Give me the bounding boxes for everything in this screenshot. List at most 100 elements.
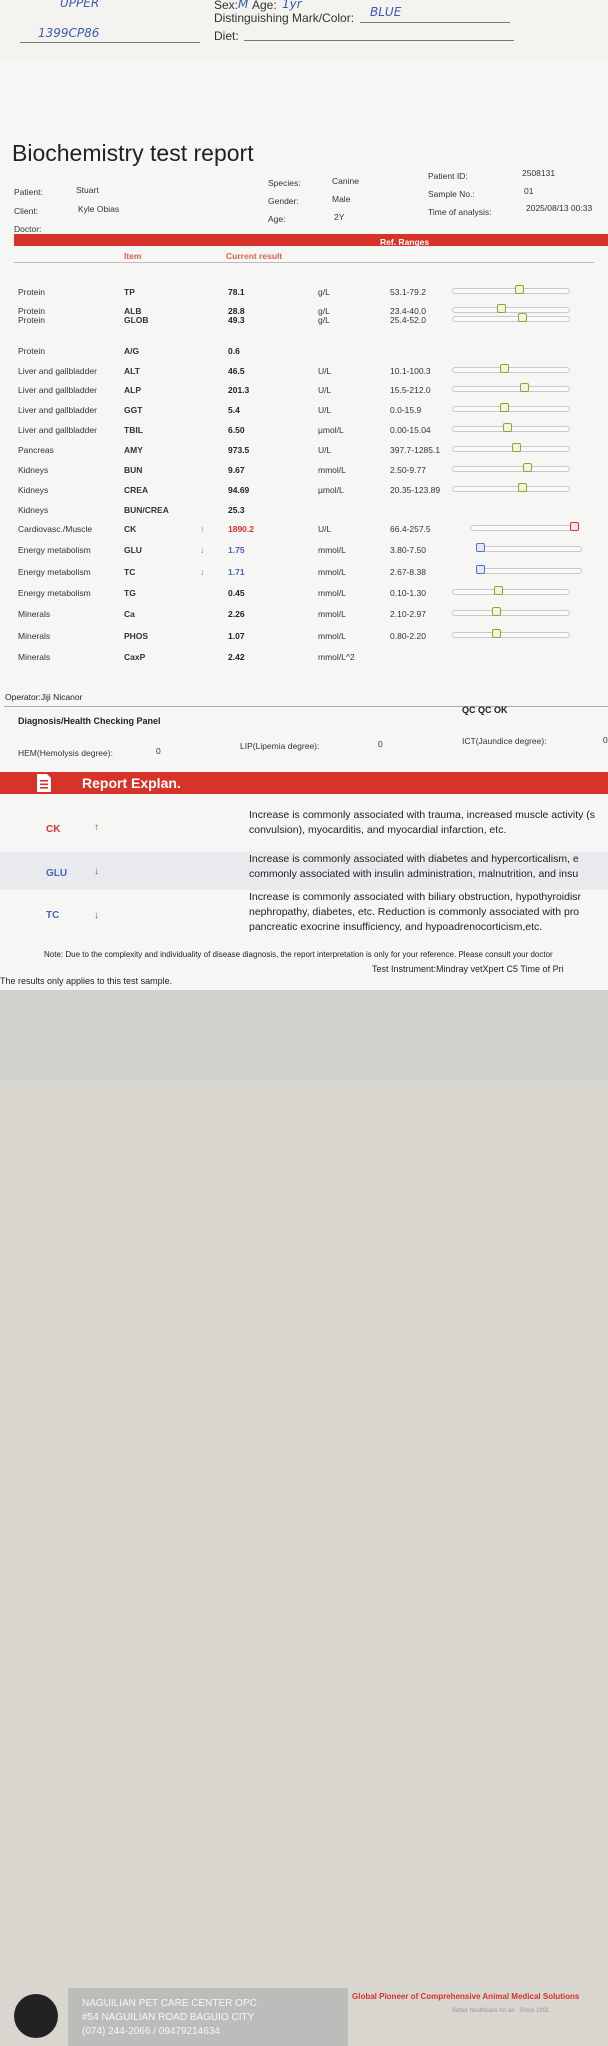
unit-cell: mmol/L^2 — [318, 652, 355, 662]
range-marker — [517, 483, 527, 492]
explanation-row: GLU ↓ Increase is commonly associated with… — [0, 852, 608, 894]
age-label: Age: — [252, 0, 277, 12]
range-indicator — [452, 383, 570, 392]
category-cell: Protein — [18, 287, 45, 297]
disclaimer-note: Note: Due to the complexity and individu… — [44, 950, 553, 959]
flag-arrow: ↑ — [200, 524, 205, 534]
clinic-phone: (074) 244-2066 / 09479214634 — [82, 2026, 220, 2037]
result-cell: 2.26 — [228, 609, 245, 619]
item-cell: ALT — [124, 366, 140, 376]
result-cell: 1.71 — [228, 567, 245, 577]
range-marker — [492, 629, 502, 638]
table-row: Minerals Ca 2.26 mmol/L 2.10-2.97 — [0, 605, 608, 625]
range-cell: 2.67-8.38 — [390, 567, 426, 577]
unit-cell: µmol/L — [318, 425, 344, 435]
result-cell: 28.8 — [228, 306, 245, 316]
category-cell: Protein — [18, 315, 45, 325]
species-value: Canine — [332, 176, 359, 186]
client-value: Kyle Obias — [78, 204, 120, 214]
range-cell: 25.4-52.0 — [390, 315, 426, 325]
table-row: Pancreas AMY 973.5 U/L 397.7-1285.1 — [0, 441, 608, 461]
range-cell: 20.35-123.89 — [390, 485, 441, 495]
item-cell: TP — [124, 287, 135, 297]
category-cell: Liver and gallbladder — [18, 405, 97, 415]
document-icon — [37, 774, 51, 792]
table-row: Minerals CaxP 2.42 mmol/L^2 — [0, 648, 608, 668]
age-value: 2Y — [334, 212, 345, 222]
species-label: Species: — [268, 178, 301, 188]
result-cell: 46.5 — [228, 366, 245, 376]
unit-cell: g/L — [318, 315, 330, 325]
item-cell: ALB — [124, 306, 142, 316]
item-cell: BUN — [124, 465, 143, 475]
item-cell: ALP — [124, 385, 141, 395]
range-indicator — [452, 364, 570, 373]
category-cell: Minerals — [18, 631, 51, 641]
range-marker — [517, 313, 527, 322]
result-cell: 1.75 — [228, 545, 245, 555]
range-indicator — [452, 483, 570, 492]
item-cell: CaxP — [124, 652, 146, 662]
time-label: Time of analysis: — [428, 207, 492, 217]
range-cell: 0.0-15.9 — [390, 405, 422, 415]
unit-cell: mmol/L — [318, 545, 346, 555]
result-cell: 0.6 — [228, 346, 240, 356]
result-cell: 201.3 — [228, 385, 250, 395]
ict-value: 0 — [603, 735, 608, 745]
table-row: Energy metabolism TC ↓ 1.71 mmol/L 2.67-8.38 — [0, 563, 608, 583]
item-cell: TC — [124, 567, 136, 577]
unit-cell: U/L — [318, 524, 332, 534]
range-marker — [523, 463, 533, 472]
form-line — [244, 40, 514, 41]
instrument-info: Test Instrument:Mindray vetXpert C5 Time… — [372, 964, 564, 974]
category-cell: Liver and gallbladder — [18, 366, 97, 376]
range-indicator — [452, 423, 570, 432]
header-divider — [14, 262, 594, 263]
result-cell: 6.50 — [228, 425, 245, 435]
range-cell: 0.10-1.30 — [390, 588, 426, 598]
range-indicator — [452, 443, 570, 452]
intake-form-strip: UPPER 1399CP86 Sex: M Age: 1yr Distingui… — [0, 0, 608, 60]
sample-label: Sample No.: — [428, 189, 475, 199]
range-cell: 2.10-2.97 — [390, 609, 426, 619]
patient-value: Stuart — [76, 185, 99, 195]
result-cell: 5.4 — [228, 405, 240, 415]
explanation-text: pancreatic exocrine insufficiency, and h… — [249, 921, 543, 933]
lip-value: 0 — [378, 739, 383, 749]
range-cell: 397.7-1285.1 — [390, 445, 441, 455]
range-indicator — [452, 304, 570, 313]
item-cell: Ca — [124, 609, 135, 619]
time-value: 2025/08/13 00:33 — [526, 203, 593, 213]
table-row: Liver and gallbladder GGT 5.4 U/L 0.0-15.9 — [0, 401, 608, 421]
range-indicator — [470, 522, 579, 531]
category-cell: Energy metabolism — [18, 588, 91, 598]
result-cell: 2.42 — [228, 652, 245, 662]
gender-value: Male — [332, 194, 351, 204]
unit-cell: mmol/L — [318, 465, 346, 475]
range-indicator — [452, 607, 570, 616]
unit-cell: µmol/L — [318, 485, 344, 495]
category-cell: Kidneys — [18, 465, 49, 475]
patient-id-value: 2508131 — [522, 168, 556, 178]
result-cell: 973.5 — [228, 445, 250, 455]
unit-cell: g/L — [318, 306, 330, 316]
explanation-item-name: GLU — [46, 868, 68, 879]
table-row: Liver and gallbladder ALP 201.3 U/L 15.5-212… — [0, 381, 608, 401]
range-marker — [502, 423, 512, 432]
range-indicator — [452, 463, 570, 472]
range-cell: 3.80-7.50 — [390, 545, 426, 555]
range-marker — [570, 522, 579, 531]
result-cell: 94.69 — [228, 485, 250, 495]
table-row: Kidneys BUN 9.67 mmol/L 2.50-9.77 — [0, 461, 608, 481]
explanation-row: CK ↑ Increase is commonly associated with … — [0, 808, 608, 850]
item-cell: GLU — [124, 545, 142, 555]
item-header: Item — [124, 251, 142, 261]
range-indicator — [476, 543, 582, 552]
range-marker — [515, 285, 525, 294]
sex-value: M — [238, 0, 249, 11]
form-line — [20, 42, 200, 43]
explanation-arrow: ↓ — [94, 910, 99, 921]
explanation-item-name: CK — [46, 824, 61, 835]
range-marker — [476, 543, 485, 552]
report-title: Biochemistry test report — [12, 140, 254, 166]
